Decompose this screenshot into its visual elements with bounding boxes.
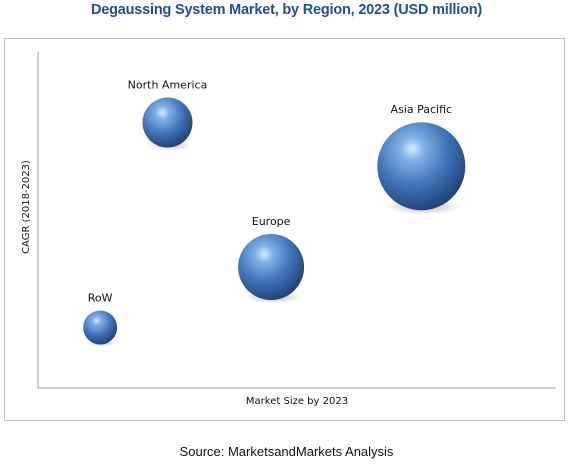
chart-frame (4, 38, 565, 421)
x-axis-title: Market Size by 2023 (246, 396, 348, 407)
bubble-asia-pacific (377, 122, 466, 211)
bubble-label-north-america: North America (128, 79, 208, 92)
bubbles-group: North America Asia Pacific Europe RoW (83, 79, 466, 347)
chart-title: Degaussing System Market, by Region, 202… (90, 2, 483, 18)
bubble-europe (238, 234, 305, 301)
bubble-label-row: RoW (88, 292, 113, 305)
source-note: Source: MarketsandMarkets Analysis (179, 444, 394, 459)
y-axis-title: CAGR (2018-2023) (21, 160, 32, 254)
bubble-label-asia-pacific: Asia Pacific (391, 103, 453, 116)
bubble-label-europe: Europe (252, 215, 291, 228)
bubble-row (83, 310, 118, 345)
bubble-north-america (142, 97, 193, 148)
